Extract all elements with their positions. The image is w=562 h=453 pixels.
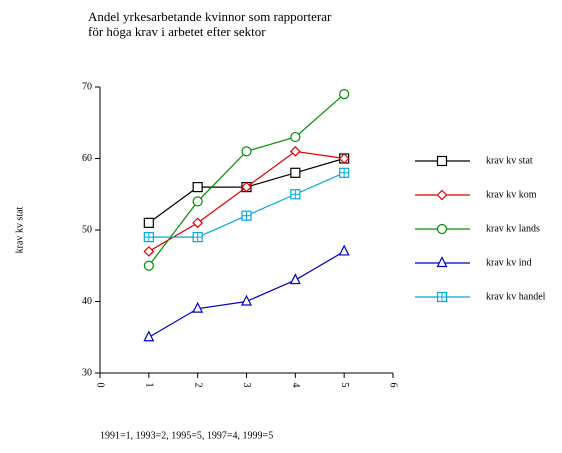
x-tick-label: 2 xyxy=(192,383,203,388)
legend-label: krav kv ind xyxy=(486,257,532,268)
marker xyxy=(436,155,448,167)
x-axis-label: 1991=1, 1993=2, 1995=5, 1997=4, 1999=5 xyxy=(100,430,273,441)
y-tick-label: 40 xyxy=(82,296,92,307)
marker xyxy=(241,181,252,193)
x-tick-label: 0 xyxy=(95,383,106,388)
marker xyxy=(241,294,252,306)
marker xyxy=(290,131,301,143)
marker xyxy=(143,330,155,342)
marker xyxy=(338,153,350,164)
legend-label: krav kv handel xyxy=(486,291,546,302)
y-tick-label: 30 xyxy=(82,367,92,378)
marker xyxy=(338,244,350,256)
x-tick-label: 4 xyxy=(290,383,301,388)
x-tick-label: 3 xyxy=(241,383,252,388)
marker xyxy=(290,167,301,178)
marker xyxy=(192,217,204,229)
marker xyxy=(241,146,252,157)
legend-label: krav kv lands xyxy=(486,223,540,234)
marker xyxy=(192,196,203,207)
marker xyxy=(143,260,154,271)
marker xyxy=(289,146,301,157)
chart-title: Andel yrkesarbetande kvinnor som rapport… xyxy=(88,9,332,24)
y-tick-label: 60 xyxy=(82,153,92,164)
y-tick-label: 50 xyxy=(82,224,92,235)
y-axis-label: krav kv stat xyxy=(14,206,25,253)
marker xyxy=(436,189,448,201)
y-tick-label: 70 xyxy=(82,81,92,92)
marker xyxy=(192,182,203,193)
marker xyxy=(339,89,350,100)
series-line xyxy=(148,93,345,267)
marker xyxy=(436,256,448,268)
x-tick-label: 6 xyxy=(388,383,399,388)
marker xyxy=(192,301,204,313)
chart-title: för höga krav i arbetet efter sektor xyxy=(88,24,266,39)
marker xyxy=(436,223,448,235)
marker xyxy=(143,217,154,228)
series-line xyxy=(148,250,345,338)
x-tick-label: 5 xyxy=(339,383,350,388)
legend-label: krav kv stat xyxy=(486,155,533,166)
marker xyxy=(289,273,301,285)
marker xyxy=(143,246,155,257)
legend-label: krav kv kom xyxy=(486,189,537,200)
x-tick-label: 1 xyxy=(144,383,155,388)
